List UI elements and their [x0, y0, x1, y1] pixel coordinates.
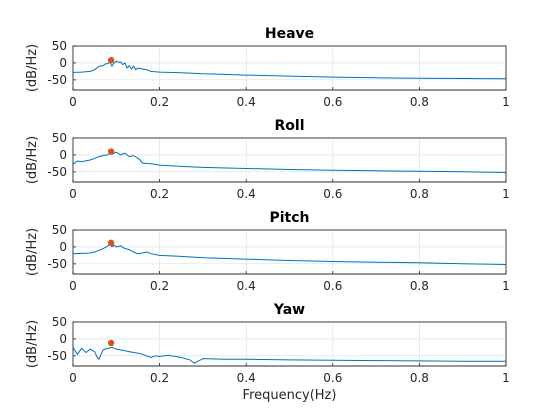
peak-marker: [107, 339, 115, 347]
y-axis-label: (dB/Hz): [25, 136, 40, 184]
plot-area: [72, 137, 507, 183]
y-tick-label: 0: [59, 332, 67, 346]
axes-box: [72, 229, 507, 275]
y-tick-label: 50: [52, 315, 67, 329]
x-tick-label: 0.2: [150, 279, 169, 293]
y-tick-label: -50: [47, 73, 67, 87]
subplot-yaw: 0 0.2 0.4 0.6 0.8 1500-50Yaw(dB/Hz)Frequency(…: [25, 302, 510, 403]
subplot-title: Roll: [275, 118, 305, 134]
x-tick-label: 0.4: [237, 371, 256, 385]
plot-area: [72, 229, 507, 275]
peak-marker: [107, 57, 115, 64]
y-axis-label: (dB/Hz): [25, 44, 40, 92]
x-tick-label: 0: [69, 187, 77, 201]
y-tick-label: 0: [59, 240, 67, 254]
x-tick-label: 1: [502, 187, 510, 201]
x-tick-label: 0.2: [150, 95, 169, 109]
x-tick-label: 0.6: [323, 371, 342, 385]
series-line: [72, 151, 507, 173]
axes-box: [72, 45, 507, 91]
x-tick-label: 0.8: [410, 371, 429, 385]
y-tick-label: 0: [59, 148, 67, 162]
x-tick-label: 0.4: [237, 95, 256, 109]
x-tick-label: 0: [69, 371, 77, 385]
series-line: [72, 60, 507, 80]
y-tick-label: -50: [47, 165, 67, 179]
x-tick-label: 0: [69, 95, 77, 109]
y-tick-label: 50: [52, 223, 67, 237]
x-tick-label: 0.4: [237, 187, 256, 201]
x-tick-label: 0.2: [150, 187, 169, 201]
subplot-title: Yaw: [273, 302, 305, 318]
peak-marker: [107, 239, 115, 247]
x-axis-label: Frequency(Hz): [243, 388, 337, 403]
series-line: [72, 346, 506, 364]
x-tick-label: 0.6: [323, 279, 342, 293]
x-tick-label: 0.6: [323, 187, 342, 201]
x-tick-label: 0: [69, 279, 77, 293]
plot-area: [72, 45, 507, 91]
y-tick-label: 0: [59, 56, 67, 70]
x-tick-label: 0.8: [410, 187, 429, 201]
x-tick-label: 0.8: [410, 95, 429, 109]
axes-box: [72, 137, 507, 183]
y-tick-label: -50: [47, 257, 67, 271]
y-axis-label: (dB/Hz): [25, 228, 40, 276]
series-line: [72, 242, 507, 265]
axes-box: [72, 321, 507, 367]
y-axis-label: (dB/Hz): [25, 320, 40, 368]
x-tick-label: 1: [502, 95, 510, 109]
plot-area: [72, 321, 507, 367]
peak-marker: [107, 148, 115, 155]
x-tick-label: 1: [502, 279, 510, 293]
x-tick-label: 0.8: [410, 279, 429, 293]
x-tick-label: 0.4: [237, 279, 256, 293]
x-tick-label: 0.6: [323, 95, 342, 109]
x-tick-label: 1: [502, 371, 510, 385]
x-tick-label: 0.2: [150, 371, 169, 385]
y-tick-label: -50: [47, 349, 67, 363]
y-tick-label: 50: [52, 131, 67, 145]
subplot-title: Heave: [265, 26, 314, 42]
subplot-title: Pitch: [269, 210, 309, 226]
y-tick-label: 50: [52, 39, 67, 53]
